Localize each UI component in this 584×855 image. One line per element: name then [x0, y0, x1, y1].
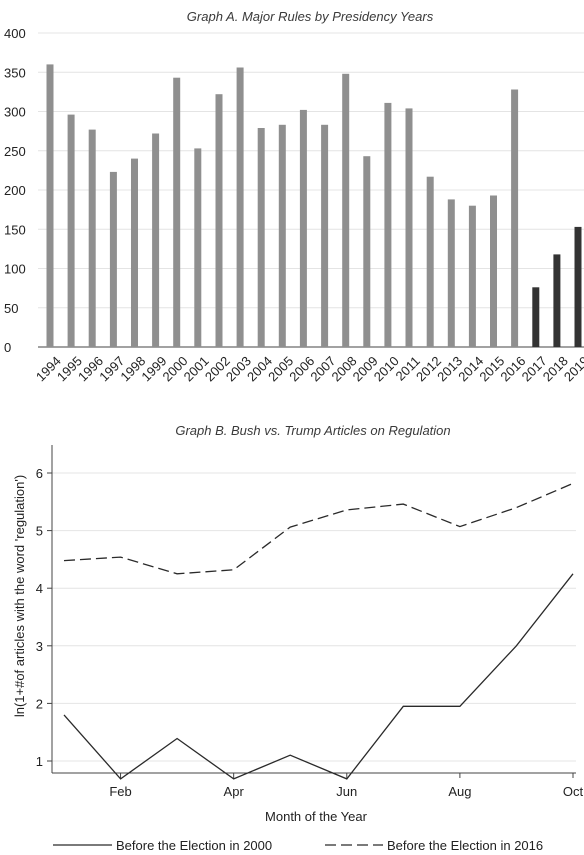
graph-b-legend: Before the Election in 2000 Before the El… [53, 838, 543, 853]
graph-b: Graph B. Bush vs. Trump Articles on Regu… [12, 423, 583, 853]
graph-a-bar [257, 128, 265, 347]
graph-a-bar [194, 148, 202, 347]
graph-b-x-tick-label: Oct [563, 784, 584, 799]
graph-b-x-axis-label: Month of the Year [265, 809, 368, 824]
graph-a-y-tick-label: 200 [4, 183, 26, 198]
graph-a-bar [88, 129, 96, 347]
graph-a-bar [215, 94, 223, 347]
graph-b-y-tick-label: 6 [36, 466, 43, 481]
graph-b-series-line [63, 573, 574, 780]
graph-a-bar [131, 158, 138, 347]
graph-a-y-tick-label: 400 [4, 26, 26, 41]
graph-b-gridlines [52, 472, 576, 762]
graph-a-x-tick-labels: 1994199519961997199819992000200120022003… [33, 353, 584, 384]
graph-a-y-tick-label: 250 [4, 144, 26, 159]
graph-a: Graph A. Major Rules by Presidency Years… [4, 9, 584, 384]
graph-a-bar [447, 199, 455, 347]
graph-a-bar [405, 108, 413, 348]
graph-a-y-tick-label: 100 [4, 262, 26, 277]
graph-a-gridlines [38, 32, 584, 309]
graph-b-title: Graph B. Bush vs. Trump Articles on Regu… [175, 423, 450, 438]
graph-b-y-axis-label: ln(1+#of articles with the word 'regulat… [12, 475, 27, 717]
graph-a-bar [67, 114, 75, 347]
graph-a-bar [109, 171, 117, 347]
graph-a-bar [278, 124, 286, 347]
graph-a-y-axis: 0 50 100 150 200 250 300 350 400 [4, 26, 584, 355]
graph-a-bar [46, 64, 54, 348]
graph-a-bar [468, 205, 476, 347]
graph-a-bar [236, 67, 244, 347]
graph-a-y-tick-label: 150 [4, 222, 26, 237]
graph-a-bar [342, 73, 350, 348]
graph-b-series [63, 482, 574, 780]
graph-a-bar [511, 89, 519, 347]
graph-a-y-tick-label: 50 [4, 301, 18, 316]
legend-label: Before the Election in 2016 [387, 838, 543, 853]
graph-b-axes: 1 2 3 4 5 6 Feb Apr Jun Aug Oct [36, 445, 584, 799]
graph-a-bar [426, 176, 434, 347]
graph-a-bars [46, 64, 582, 348]
graph-a-bar [490, 195, 497, 347]
graph-a-y-tick-label: 350 [4, 65, 26, 80]
graph-a-bar [532, 287, 540, 347]
graph-a-y-tick-label: 300 [4, 105, 26, 120]
graph-a-bar [173, 77, 181, 347]
graph-a-bar [574, 226, 582, 347]
graph-b-x-tick-label: Apr [224, 784, 245, 799]
graph-a-y-tick-label: 0 [4, 340, 11, 355]
graph-b-y-tick-label: 5 [36, 524, 43, 539]
graph-a-bar [553, 254, 561, 347]
graph-b-x-tick-label: Jun [336, 784, 357, 799]
graph-a-bar [363, 156, 371, 347]
graph-b-series-line [63, 482, 574, 575]
graph-b-y-tick-label: 4 [36, 581, 43, 596]
graph-a-bar [321, 124, 329, 347]
graph-b-y-tick-label: 2 [36, 696, 43, 711]
graph-a-bar [299, 109, 307, 348]
graph-a-bar [384, 102, 392, 348]
graph-b-x-tick-label: Feb [109, 784, 131, 799]
legend-label: Before the Election in 2000 [116, 838, 272, 853]
graph-a-bar [152, 133, 160, 347]
graph-b-y-tick-label: 3 [36, 639, 43, 654]
graph-b-y-tick-label: 1 [36, 754, 43, 769]
graph-a-title: Graph A. Major Rules by Presidency Years [187, 9, 434, 24]
graph-b-x-tick-label: Aug [448, 784, 471, 799]
